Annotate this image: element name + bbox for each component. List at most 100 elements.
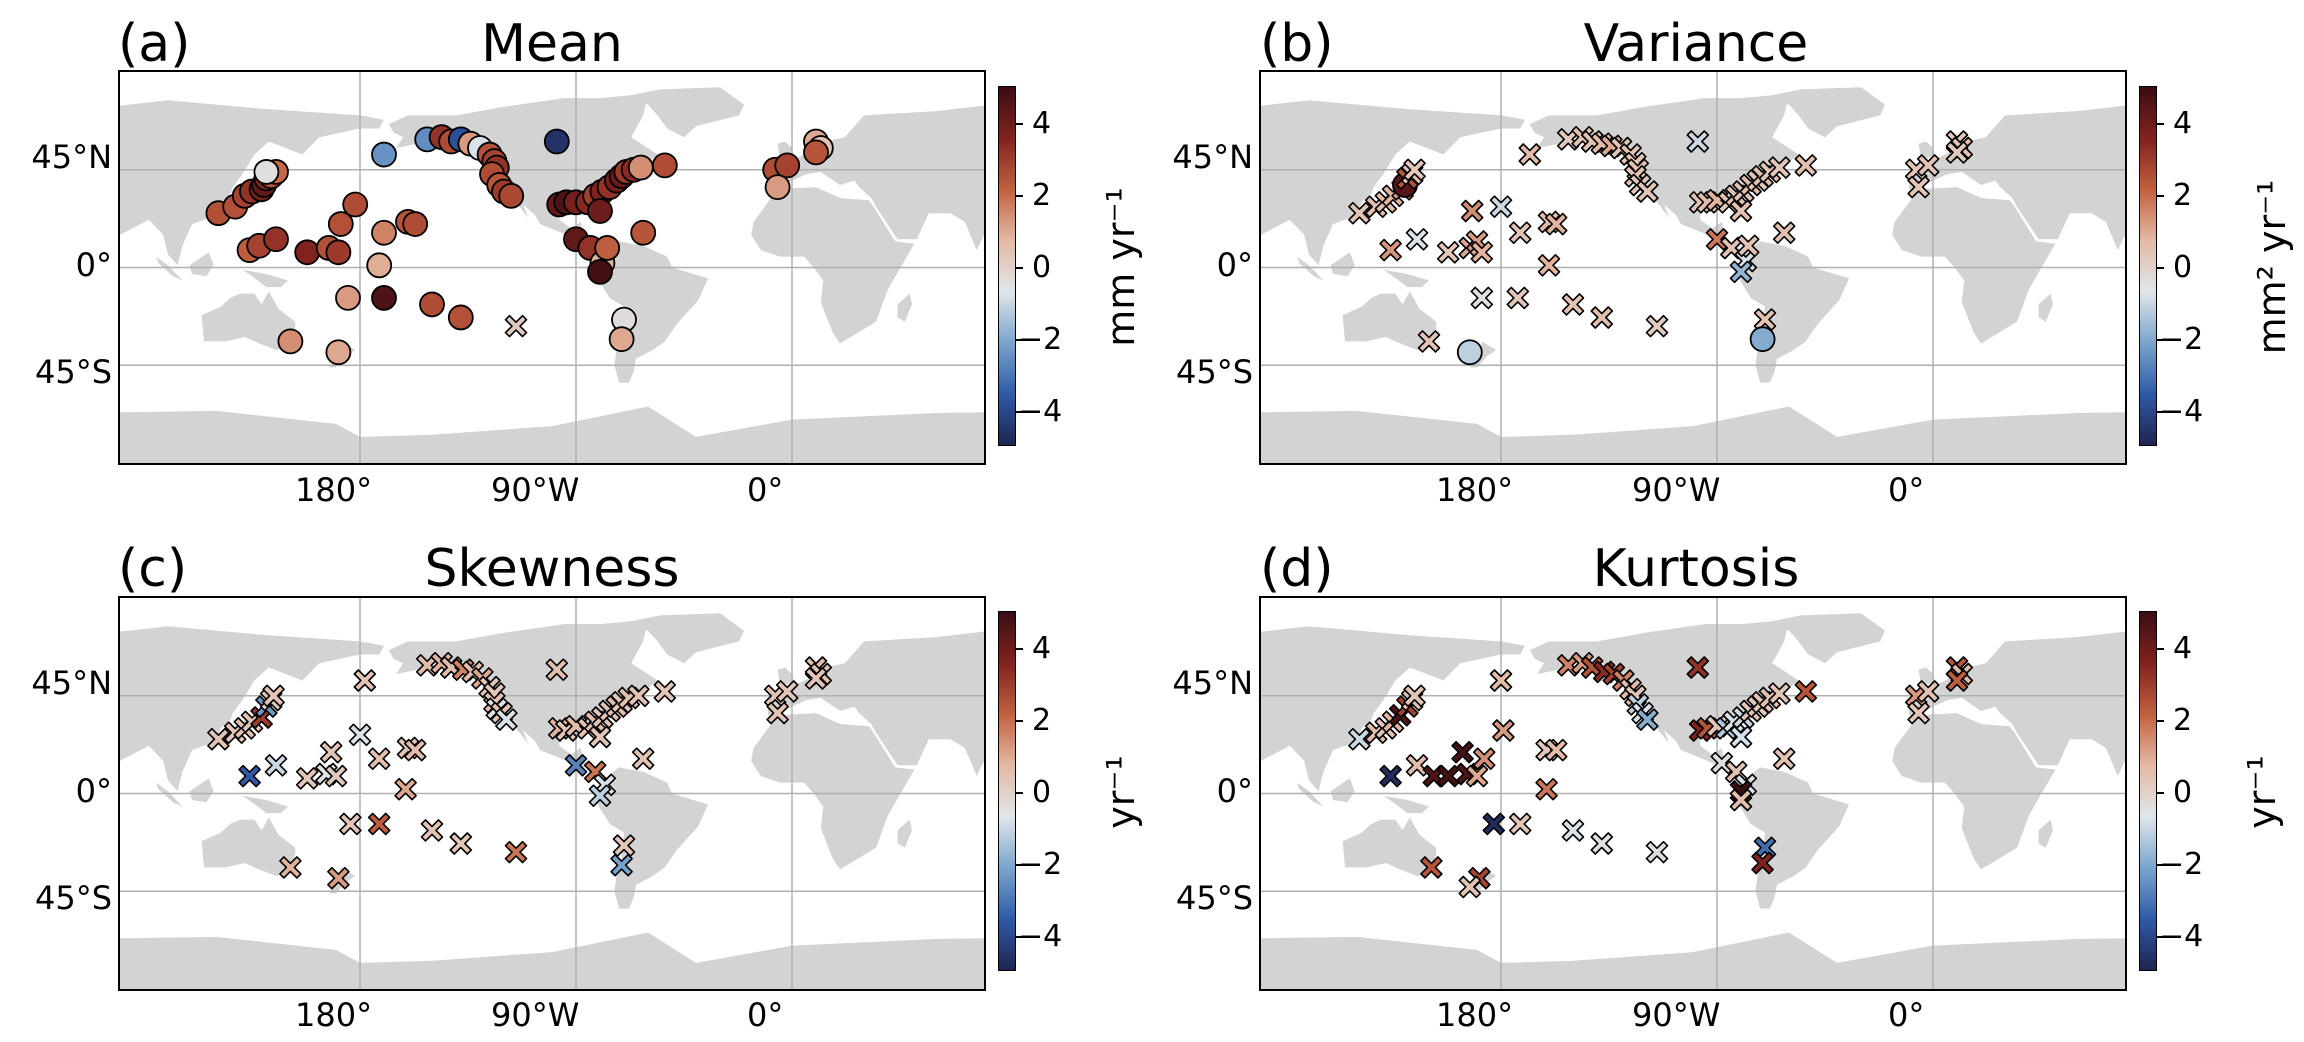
station-cross-marker bbox=[610, 853, 633, 877]
map-canvas bbox=[1261, 598, 2125, 989]
greenland-landmass bbox=[616, 87, 744, 138]
station-circle-marker bbox=[325, 339, 352, 366]
colorbar-tick-minus4: −4 bbox=[2159, 394, 2204, 429]
station-circle-marker bbox=[325, 239, 352, 266]
madagascar-landmass bbox=[2038, 293, 2053, 322]
britain-landmass bbox=[1918, 141, 1936, 159]
panel-title: Skewness bbox=[424, 539, 680, 599]
colorbar-tick-mark bbox=[2156, 267, 2164, 269]
panel-d: (d) Kurtosis 45°N 0° 45°S 180° 90°W 0° 4… bbox=[1152, 521, 2304, 1042]
lat-tick-0: 0° bbox=[1216, 772, 1253, 810]
station-cross-marker bbox=[1772, 747, 1796, 770]
station-cross-marker bbox=[1489, 669, 1513, 692]
station-cross-marker bbox=[495, 708, 518, 731]
panel-label: (a) bbox=[118, 14, 191, 74]
antarctica-landmass bbox=[360, 406, 984, 463]
station-cross-marker bbox=[1482, 812, 1506, 836]
station-circle-marker bbox=[608, 326, 635, 353]
colorbar-tick-minus2: −2 bbox=[2159, 322, 2204, 357]
australia-landmass bbox=[201, 817, 296, 876]
station-cross-marker bbox=[1405, 754, 1429, 777]
station-cross-marker bbox=[588, 725, 612, 749]
colorbar-tick-4: 4 bbox=[1032, 631, 1052, 666]
colorbar-tick-0: 0 bbox=[2173, 775, 2193, 810]
station-cross-marker bbox=[1916, 154, 1940, 177]
colorbar-label: mm² yr⁻¹ bbox=[2250, 179, 2294, 355]
station-circle-marker bbox=[774, 152, 801, 179]
antarctica-landmass bbox=[1501, 406, 2125, 463]
gridlines bbox=[120, 72, 984, 463]
lon-tick-90w: 90°W bbox=[491, 996, 580, 1034]
station-cross-marker bbox=[353, 669, 377, 692]
station-markers bbox=[1348, 651, 1974, 899]
station-cross-marker bbox=[1772, 221, 1796, 244]
borneo-landmass bbox=[189, 778, 214, 803]
antarctica-landmass bbox=[1261, 410, 1501, 463]
colorbar-tick-mark bbox=[1015, 720, 1023, 722]
station-cross-marker bbox=[504, 840, 528, 864]
station-cross-marker bbox=[1405, 228, 1429, 251]
land-layer bbox=[1261, 87, 2125, 463]
colorbar-tick-mark bbox=[2156, 339, 2164, 341]
lon-tick-90w: 90°W bbox=[1632, 996, 1721, 1034]
lat-tick-0: 0° bbox=[1216, 246, 1253, 284]
station-cross-marker bbox=[403, 738, 427, 762]
lat-tick-45s: 45°S bbox=[34, 353, 112, 391]
station-cross-marker bbox=[1420, 856, 1443, 879]
colorbar-tick-2: 2 bbox=[2173, 178, 2193, 213]
colorbar-tick-mark bbox=[1015, 123, 1023, 125]
eurasia-landmass bbox=[120, 626, 360, 792]
station-cross-marker bbox=[1561, 293, 1585, 316]
sumatra-landmass bbox=[1297, 256, 1324, 281]
britain-landmass bbox=[1918, 667, 1936, 685]
station-cross-marker bbox=[1535, 777, 1558, 801]
new-guinea-landmass bbox=[1383, 269, 1429, 288]
station-cross-marker bbox=[1458, 875, 1482, 899]
panel-b: (b) Variance 45°N 0° 45°S 180° 90°W 0° 4… bbox=[1152, 0, 2304, 521]
colorbar-tick-mark bbox=[2156, 411, 2164, 413]
station-circle-marker bbox=[447, 304, 474, 331]
lon-tick-0: 0° bbox=[1888, 471, 1925, 509]
australia-landmass bbox=[1342, 817, 1437, 876]
station-cross-marker bbox=[207, 727, 230, 751]
panel-title: Variance bbox=[1583, 14, 1809, 74]
station-cross-marker bbox=[264, 754, 288, 777]
lat-tick-45n: 45°N bbox=[31, 138, 112, 176]
station-cross-marker bbox=[588, 784, 612, 807]
station-cross-marker bbox=[766, 701, 789, 725]
station-cross-marker bbox=[1590, 306, 1614, 329]
colorbar-tick-mark bbox=[2156, 648, 2164, 650]
antarctica-landmass bbox=[120, 936, 360, 989]
colorbar-tick-0: 0 bbox=[1032, 775, 1052, 810]
station-circle-marker bbox=[627, 154, 654, 181]
lon-tick-180: 180° bbox=[1436, 996, 1514, 1034]
station-cross-marker bbox=[1544, 738, 1568, 762]
colorbar-tick-2: 2 bbox=[1032, 703, 1052, 738]
colorbar-tick-mark bbox=[2156, 864, 2164, 866]
station-cross-marker bbox=[1753, 308, 1777, 331]
station-cross-marker bbox=[1729, 788, 1753, 812]
station-cross-marker bbox=[1751, 851, 1774, 875]
colorbar-tick-mark bbox=[1015, 864, 1023, 866]
map-canvas bbox=[120, 598, 984, 989]
station-cross-marker bbox=[1729, 199, 1753, 223]
station-cross-marker bbox=[1686, 130, 1710, 153]
colorbar-tick-mark bbox=[2156, 936, 2164, 938]
lon-tick-180: 180° bbox=[295, 471, 373, 509]
sumatra-landmass bbox=[156, 782, 183, 807]
station-circle-marker bbox=[371, 219, 397, 246]
station-cross-marker bbox=[1465, 764, 1489, 788]
station-cross-marker bbox=[1451, 740, 1474, 764]
lat-tick-45s: 45°S bbox=[1175, 353, 1253, 391]
colorbar-tick-mark bbox=[1015, 792, 1023, 794]
station-cross-marker bbox=[1636, 180, 1659, 203]
colorbar-tick-minus2: −2 bbox=[1018, 847, 1063, 882]
new-guinea-landmass bbox=[242, 269, 288, 288]
station-markers bbox=[1348, 125, 1974, 366]
station-cross-marker bbox=[1636, 708, 1659, 731]
eurasia-landmass bbox=[1909, 105, 2125, 251]
lat-tick-45s: 45°S bbox=[34, 879, 112, 917]
east-siberia-landmass bbox=[360, 641, 384, 655]
eurasia-landmass bbox=[120, 100, 360, 266]
lat-tick-0: 0° bbox=[75, 772, 112, 810]
